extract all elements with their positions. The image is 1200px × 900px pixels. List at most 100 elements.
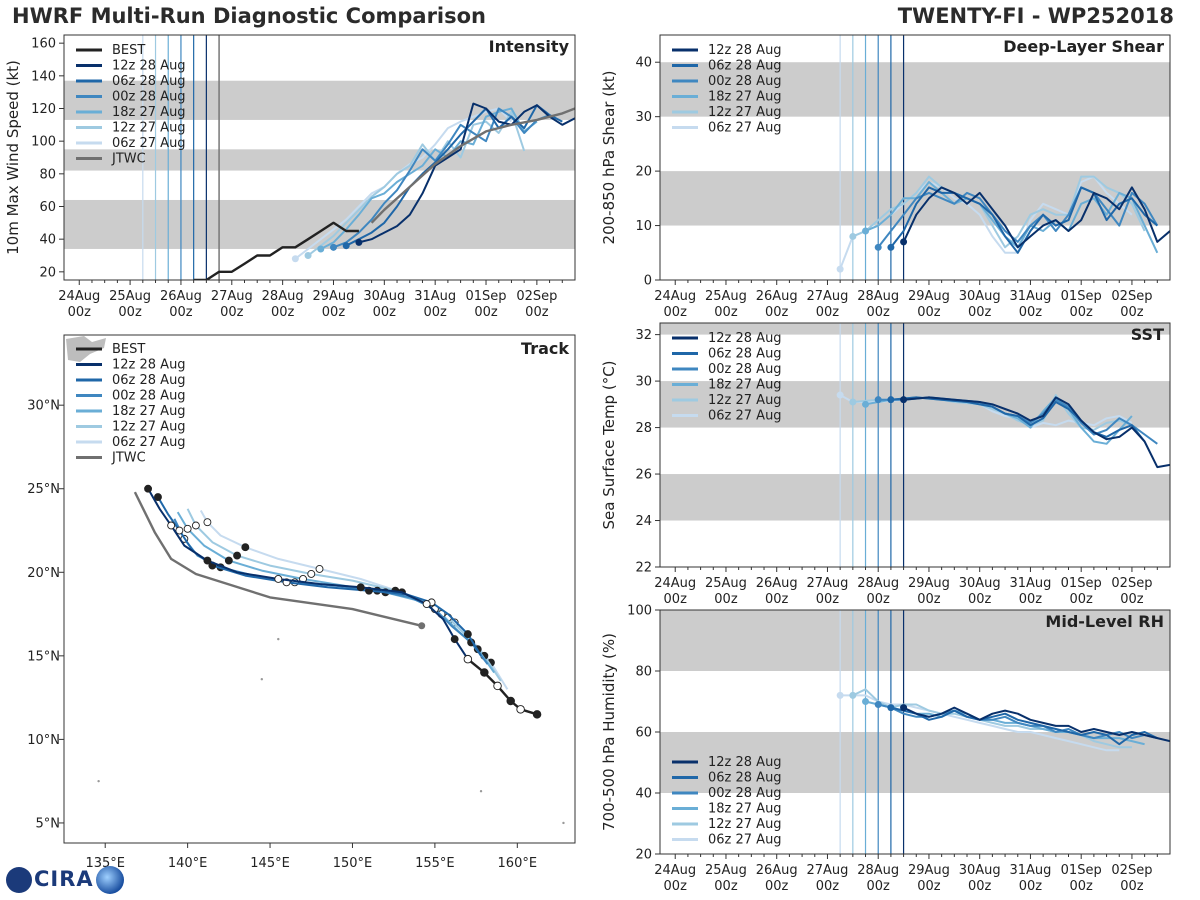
track-series-00z-28-aug [173,518,489,665]
legend-label-best: BEST [112,342,145,357]
rh-y-tick-label: 80 [635,665,652,680]
sst-y-tick-label: 22 [635,561,652,576]
rh-band [660,732,1170,793]
track-series-06z-28-aug [157,496,482,657]
legend-label-12z-27-aug: 12z 27 Aug [708,393,782,408]
rh-x-tick-label: 01Sep [1061,863,1102,878]
intensity-frame [63,34,576,281]
intensity-x-tick-label: 00z [169,305,193,320]
intensity-y-tick-label: 120 [31,102,56,117]
track-best-marker [480,668,489,677]
track-best-line [467,658,538,716]
island-speck [562,821,565,825]
shear-x-tick-label: 00z [1070,305,1094,320]
legend-label-12z-27-aug: 12z 27 Aug [112,420,186,435]
legend-label-06z-28-aug: 06z 28 Aug [708,59,782,74]
shear-y-tick-label: 0 [644,274,652,289]
track-x-tick-label: 145°E [250,856,290,871]
rh-x-tick-label: 00z [968,879,992,894]
rh-y-tick-label: 100 [627,604,652,619]
rh-band [660,610,1170,671]
island-speck [97,779,100,783]
shear-x-tick-label: 02Sep [1111,289,1152,304]
legend-label-18z-27-aug: 18z 27 Aug [708,90,782,105]
globe-icon [95,866,124,894]
intensity-jtwc-line [370,107,575,224]
shear-x-tick-label: 00z [714,305,738,320]
track-position-marker [274,575,283,583]
rh-x-tick-label: 00z [1070,879,1094,894]
sst-y-tick-label: 24 [635,514,652,529]
intensity-y-tick-label: 80 [39,167,56,182]
track-best-marker [493,681,502,691]
intensity-x-tick-label: 02Sep [516,289,557,304]
intensity-series-06z-28-aug [345,104,563,247]
intensity-x-tick-label: 00z [322,305,346,320]
track-jtwc-point [418,622,426,630]
intensity-plot-area [64,35,575,280]
shear-x-tick-label: 00z [765,305,789,320]
track-series-06z-27-aug [199,510,509,690]
intensity-init-point [329,243,337,251]
rh-x-tick-label: 00z [1019,879,1043,894]
track-y-tick-label: 5°N [36,816,61,831]
sst-x-tick-label: 00z [816,592,840,607]
rh-init-point [900,704,908,712]
rh-x-tick-label: 00z [714,879,738,894]
legend-label-best: BEST [112,43,145,58]
rh-init-point [874,701,882,709]
sst-x-tick-label: 01Sep [1061,576,1102,591]
legend-label-06z-27-aug: 06z 27 Aug [708,409,782,424]
track-position-marker [450,635,459,644]
legend-label-18z-27-aug: 18z 27 Aug [112,404,186,419]
rh-x-tick-label: 00z [664,879,688,894]
legend-label-06z-28-aug: 06z 28 Aug [112,373,186,388]
rh-x-tick-label: 31Aug [1009,863,1051,878]
legend-label-00z-28-aug: 00z 28 Aug [112,389,186,404]
track-y-tick-label: 30°N [27,399,60,414]
shear-x-tick-label: 00z [968,305,992,320]
rh-init-point [836,691,844,699]
sst-x-tick-label: 00z [867,592,891,607]
sst-series-12z-28-aug [903,396,1170,469]
storm-id-title: TWENTY-FI - WP252018 [897,4,1174,28]
sst-x-tick-label: 27Aug [806,576,848,591]
legend-label-06z-28-aug: 06z 28 Aug [708,771,782,786]
rh-y-tick-label: 20 [635,848,652,863]
legend-label-06z-27-aug: 06z 27 Aug [708,121,782,136]
intensity-x-tick-label: 25Aug [109,289,151,304]
cira-logo: CIRA [6,866,124,894]
shear-y-tick-label: 40 [635,56,652,71]
shear-init-point [849,232,857,240]
sst-init-point [862,400,870,408]
sst-y-tick-label: 32 [635,328,652,343]
shear-init-point [862,227,870,235]
track-best-marker [532,710,542,719]
sst-x-tick-label: 26Aug [756,576,798,591]
track-y-tick-label: 25°N [27,482,60,497]
legend-label-12z-27-aug: 12z 27 Aug [708,105,782,120]
shear-panel-title: Deep-Layer Shear [1003,37,1164,56]
sst-x-tick-label: 00z [765,592,789,607]
rh-x-tick-label: 00z [816,879,840,894]
shear-init-point [836,265,844,273]
logo-text: CIRA [34,867,94,891]
intensity-y-tick-label: 40 [39,233,56,248]
intensity-init-point [342,242,350,250]
rh-x-tick-label: 00z [765,879,789,894]
legend-label-18z-27-aug: 18z 27 Aug [708,802,782,817]
rh-x-tick-label: 26Aug [756,863,798,878]
sst-x-tick-label: 29Aug [908,576,950,591]
sst-y-tick-label: 28 [635,421,652,436]
rh-series-06z-28-aug [890,706,1158,746]
track-x-tick-label: 160°E [498,856,538,871]
intensity-y-tick-label: 140 [31,69,56,84]
sst-panel-title: SST [1131,325,1164,344]
rh-series-06z-27-aug [840,694,1120,752]
intensity-x-tick-label: 00z [525,305,549,320]
shear-x-tick-label: 00z [816,305,840,320]
shear-x-tick-label: 31Aug [1009,289,1051,304]
intensity-y-tick-label: 20 [39,265,56,280]
intensity-series-12z-27-aug [307,110,526,257]
shear-frame [659,34,1171,281]
